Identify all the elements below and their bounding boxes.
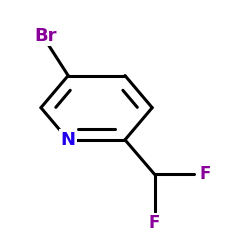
Text: F: F [149,214,160,232]
Text: N: N [61,131,76,149]
Text: F: F [200,166,211,184]
Text: Br: Br [35,27,57,45]
